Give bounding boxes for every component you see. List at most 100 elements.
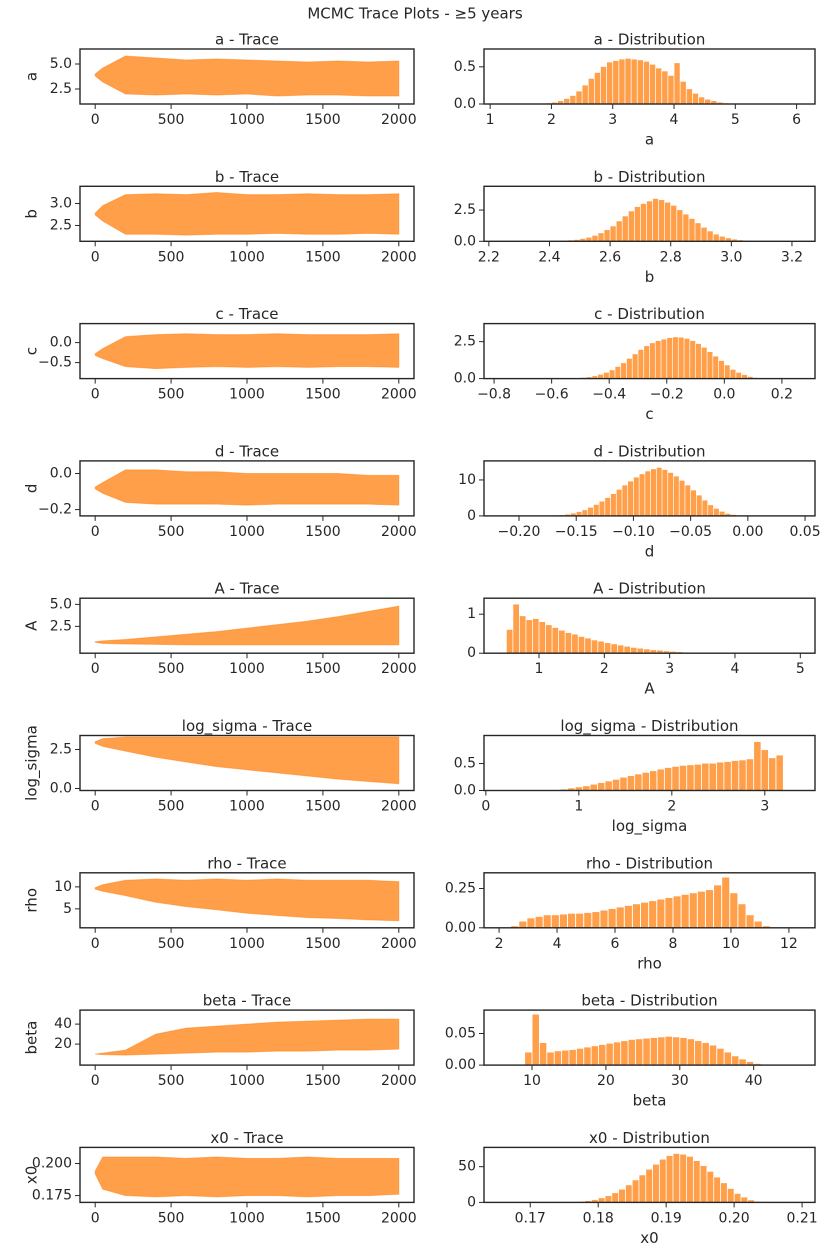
y-tick-label: 20 [54,1036,72,1052]
x-tick-label: 0 [91,249,100,265]
hist-bar [754,921,762,928]
trace-band [94,333,400,370]
hist-bar [748,1200,755,1203]
hist-bar [713,508,719,516]
hist-bar [511,926,519,928]
hist-bar [705,99,711,104]
hist-bar [687,765,694,791]
hist-bar [513,604,520,654]
plot-area [94,878,400,922]
x-tick-label: −0.20 [498,524,541,540]
hist-bar [604,230,610,242]
y-axis-label: A [23,620,41,631]
axes-frame [483,48,816,105]
hist-bar [605,497,611,516]
hist-bar [632,1180,639,1203]
hist-bar [695,223,701,242]
axes-title: b - Trace [215,168,279,186]
x-tick-label: 1 [486,112,495,128]
hist-bar [604,643,611,654]
hist-bar [730,893,738,928]
x-tick-label: 0.19 [651,1210,682,1226]
x-axis-label: log_sigma [612,817,688,836]
y-axis-label: rho [23,888,41,913]
hist-bar [702,1042,709,1066]
plot-area [545,741,783,791]
hist-bar [741,374,748,379]
x-tick-label: 2000 [381,387,417,403]
axes-title: log_sigma - Distribution [560,717,738,736]
x-tick-label: 1000 [229,1210,265,1226]
x-tick-label: 3 [760,799,769,815]
hist-bar [583,786,590,791]
hist-bar [582,85,588,104]
hist-bar [580,238,586,242]
hist-bar [650,650,657,654]
hist-bar [632,904,641,928]
x-tick-label: 0 [91,1073,100,1089]
hist-bar [707,351,713,379]
hist-bar [702,500,708,516]
x-tick-label: 1 [574,799,583,815]
axes-title: x0 - Distribution [589,1129,710,1147]
hist-bar [598,1198,605,1203]
hist-bar [639,474,645,516]
plot-area [511,877,770,928]
x-tick-label: 1500 [305,112,341,128]
x-tick-label: 500 [158,1073,185,1089]
hist-bar [598,641,604,654]
hist-bar [558,630,565,654]
hist-bar [574,239,580,242]
axes-title: beta - Trace [203,992,292,1010]
hist-bar [532,1014,539,1066]
hist-bar [747,376,753,379]
hist-bar [578,636,585,654]
hist-bar [545,625,552,654]
x-tick-label: 1000 [229,936,265,952]
hist-bar [608,908,616,928]
hist-bar [547,1052,554,1066]
x-tick-label: 1000 [229,524,265,540]
plot-area [94,333,400,370]
hist-bar [532,618,539,654]
hist-bar [628,1039,636,1066]
y-tick-label: 0.200 [32,1155,72,1171]
hist-bar [615,366,621,379]
hist-bar [678,337,684,379]
x-tick-label: 2000 [381,1073,417,1089]
x-tick-label: 1000 [229,387,265,403]
y-axis-label: log_sigma [23,725,42,801]
hist-bar [694,764,702,791]
hist-bar [569,1049,576,1066]
hist-bar [639,1175,646,1203]
hist-bar [592,912,600,928]
hist-bar [633,477,639,516]
y-axis-label: c [23,347,41,355]
hist-bar [686,1156,693,1203]
x-tick-label: −0.15 [555,524,598,540]
x-axis-label: beta [633,1092,667,1110]
plot-area [94,191,400,236]
hist-bar [606,1043,613,1066]
y-tick-label: 2.5 [50,742,72,758]
trace-band [94,878,400,922]
x-tick-label: 10 [722,936,740,952]
hist-bar [624,646,631,654]
hist-bar [674,63,680,104]
hist-bar [680,1154,687,1203]
hist-bar [746,759,754,791]
y-tick-label: 0.0 [454,371,476,387]
hist-bar [713,356,719,379]
x-tick-label: 1500 [305,249,341,265]
x-tick-label: 500 [158,799,185,815]
x-tick-label: −0.2 [650,387,684,403]
hist-bar [586,377,592,379]
hist-bar [613,1042,621,1066]
axes-frame [483,734,816,792]
hist-bar [622,485,628,516]
hist-bar [638,349,644,379]
hist-bar [582,510,588,516]
plot-area [553,467,737,516]
axes-frame [483,322,816,380]
axes-title: d - Trace [215,442,279,460]
